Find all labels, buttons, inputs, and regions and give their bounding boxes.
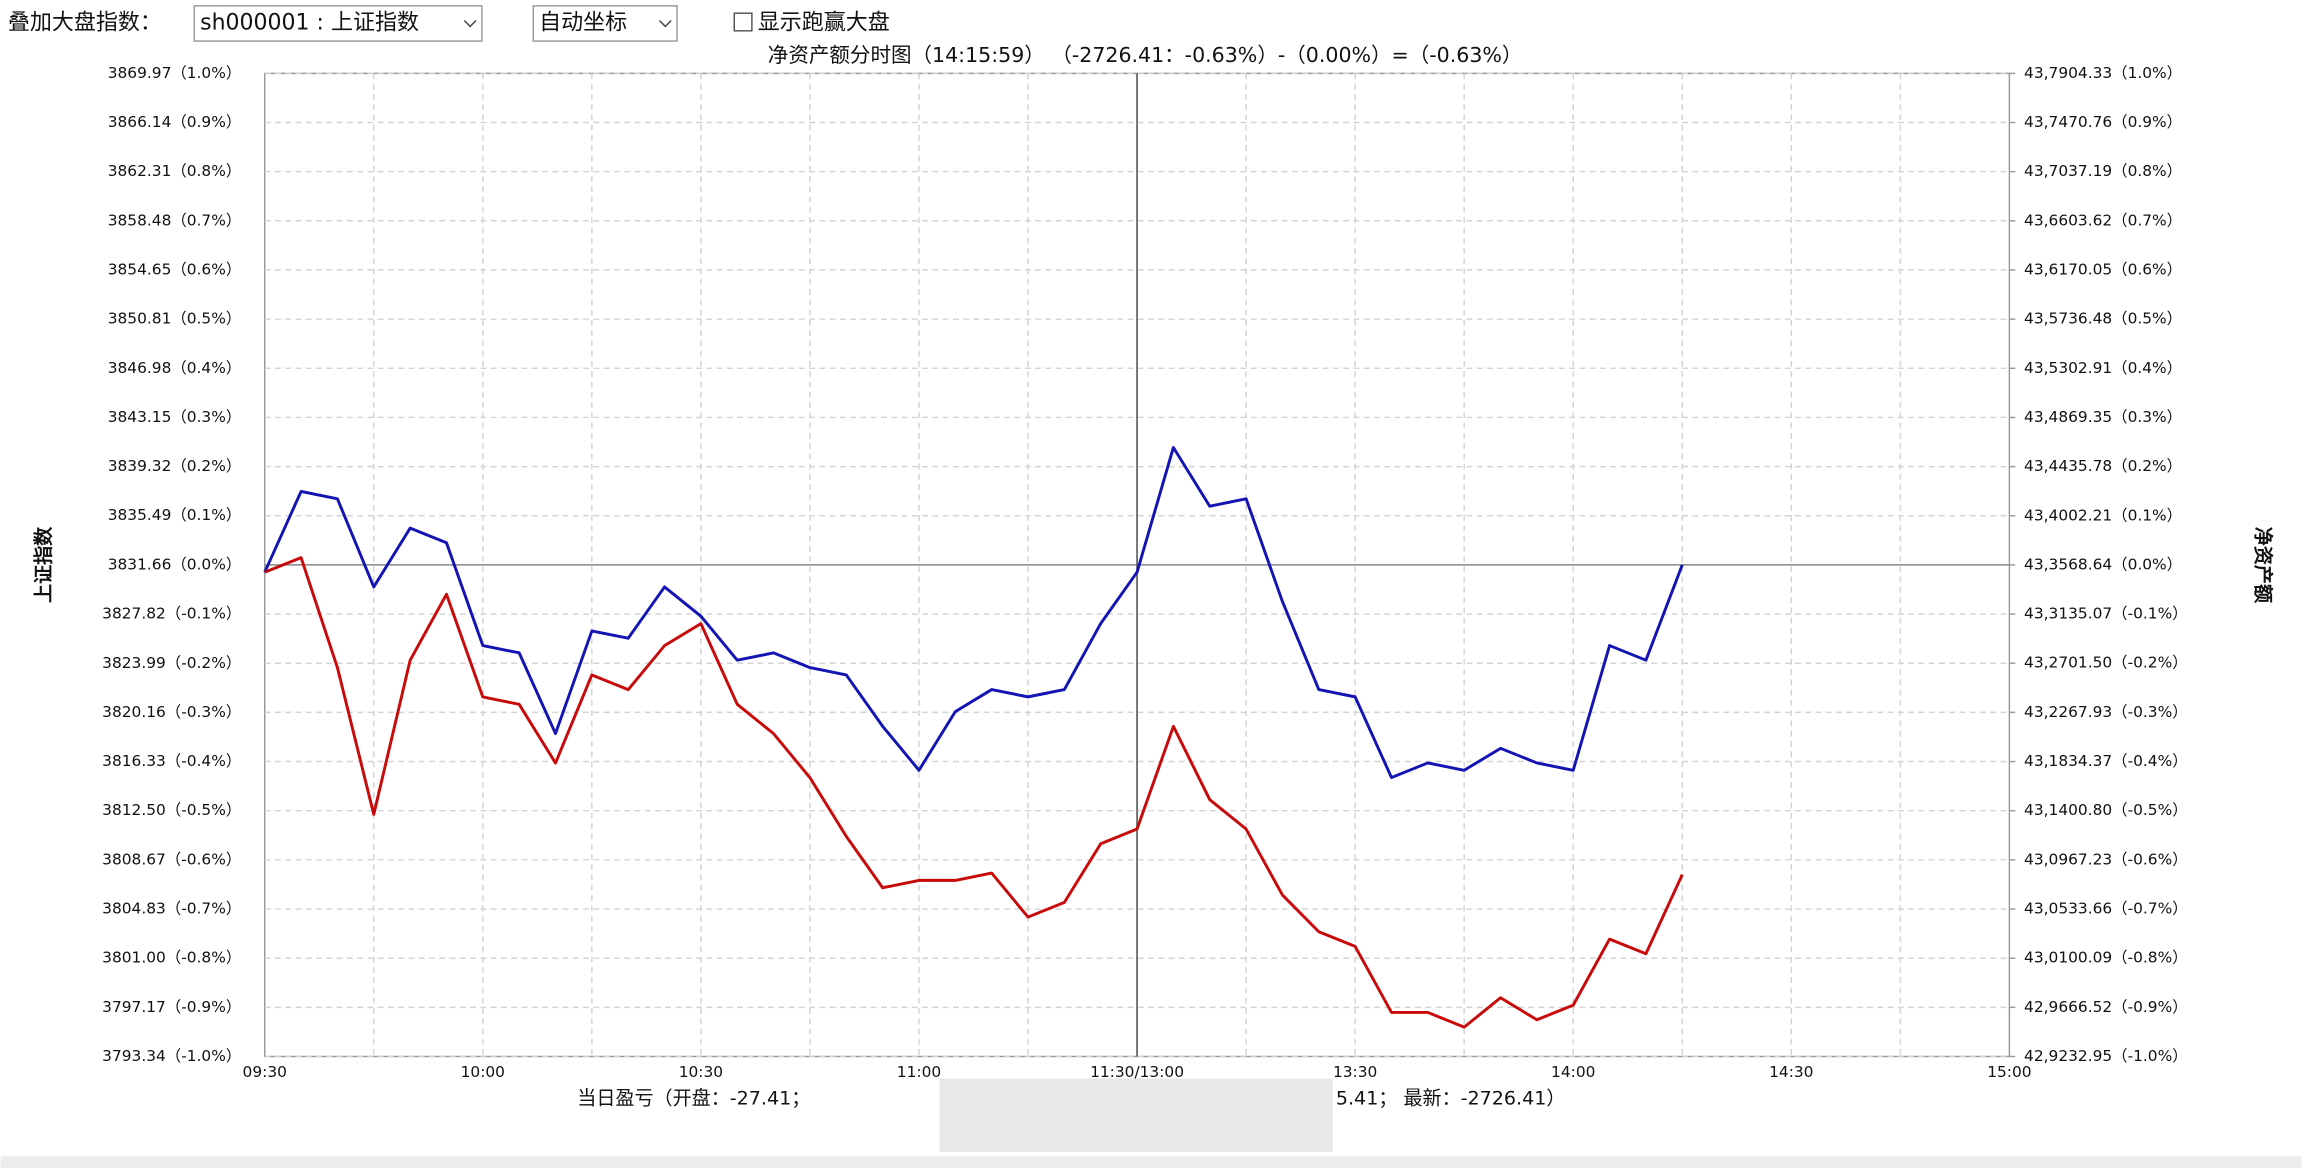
axis-select-text[interactable]: 自动坐标 bbox=[539, 10, 627, 35]
y-tick-label: 3820.16（-0.3%） bbox=[102, 703, 241, 721]
y2-tick-label: 43,4002.21（0.1%） bbox=[2024, 506, 2182, 524]
overlay-label: 叠加大盘指数： bbox=[8, 10, 162, 35]
y-tick-label: 3846.98（0.4%） bbox=[108, 359, 242, 377]
y2-tick-label: 43,0533.66（-0.7%） bbox=[2024, 900, 2188, 918]
x-tick-label: 14:00 bbox=[1551, 1063, 1595, 1081]
y-tick-label: 3793.34（-1.0%） bbox=[102, 1047, 241, 1065]
y-tick-label: 3858.48（0.7%） bbox=[108, 211, 242, 229]
y2-tick-label: 43,1834.37（-0.4%） bbox=[2024, 752, 2188, 770]
status-strip bbox=[0, 1156, 2302, 1168]
y-tick-label: 3831.66（0.0%） bbox=[108, 555, 242, 573]
y2-tick-label: 43,7904.33（1.0%） bbox=[2024, 64, 2182, 82]
x-tick-label: 13:30 bbox=[1333, 1063, 1377, 1081]
y-tick-label: 3869.97（1.0%） bbox=[108, 64, 242, 82]
y2-tick-label: 43,1400.80（-0.5%） bbox=[2024, 801, 2188, 819]
y2-tick-label: 43,6603.62（0.7%） bbox=[2024, 211, 2182, 229]
y2-tick-label: 43,0967.23（-0.6%） bbox=[2024, 850, 2188, 868]
y2-tick-label: 43,5302.91（0.4%） bbox=[2024, 359, 2182, 377]
y2-tick-label: 42,9666.52（-0.9%） bbox=[2024, 998, 2188, 1016]
checkbox-label[interactable]: 显示跑赢大盘 bbox=[758, 10, 890, 35]
y-tick-label: 3797.17（-0.9%） bbox=[102, 998, 241, 1016]
chevron bbox=[658, 20, 672, 28]
y2-tick-label: 43,6170.05（0.6%） bbox=[2024, 260, 2182, 278]
x-tick-label: 10:00 bbox=[461, 1063, 505, 1081]
y-tick-label: 3866.14（0.9%） bbox=[108, 113, 242, 131]
x-tick-label: 14:30 bbox=[1769, 1063, 1813, 1081]
y-tick-label: 3850.81（0.5%） bbox=[108, 310, 242, 328]
y2-tick-label: 43,7470.76（0.9%） bbox=[2024, 113, 2182, 131]
y2-tick-label: 43,5736.48（0.5%） bbox=[2024, 310, 2182, 328]
y2-tick-label: 43,7037.19（0.8%） bbox=[2024, 162, 2182, 180]
y2-tick-label: 43,0100.09（-0.8%） bbox=[2024, 949, 2188, 967]
series-line bbox=[264, 556, 1684, 1029]
chart-title: 净资产额分时图（14:15:59） （-2726.41：-0.63%）-（0.0… bbox=[768, 43, 1523, 67]
y-tick-label: 3843.15（0.3%） bbox=[108, 408, 242, 426]
y-tick-label: 3854.65（0.6%） bbox=[108, 260, 242, 278]
y2-tick-label: 43,4869.35（0.3%） bbox=[2024, 408, 2182, 426]
y-tick-label: 3804.83（-0.7%） bbox=[102, 900, 241, 918]
footer-text: 当日盈亏（开盘：-27.41； bbox=[577, 1088, 810, 1110]
y-tick-label: 3816.33（-0.4%） bbox=[102, 752, 241, 770]
y-axis-label: 上证指数 bbox=[32, 526, 55, 603]
y2-tick-label: 43,3135.07（-0.1%） bbox=[2024, 605, 2188, 623]
x-tick-label: 15:00 bbox=[1987, 1063, 2031, 1081]
y-tick-label: 3827.82（-0.1%） bbox=[102, 605, 241, 623]
y-tick-label: 3812.50（-0.5%） bbox=[102, 801, 241, 819]
axis-select[interactable] bbox=[532, 5, 678, 42]
y2-axis-label: 净资产额 bbox=[2251, 527, 2274, 603]
checkbox[interactable] bbox=[733, 12, 753, 32]
x-tick-label: 10:30 bbox=[679, 1063, 723, 1081]
x-tick-label: 09:30 bbox=[243, 1063, 287, 1081]
x-tick-label: 11:30/13:00 bbox=[1090, 1063, 1184, 1081]
y2-tick-label: 43,2701.50（-0.2%） bbox=[2024, 654, 2188, 672]
y-tick-label: 3801.00（-0.8%） bbox=[102, 949, 241, 967]
y2-tick-label: 43,3568.64（0.0%） bbox=[2024, 555, 2182, 573]
series-line bbox=[263, 446, 1684, 780]
y-tick-label: 3823.99（-0.2%） bbox=[102, 654, 241, 672]
x-tick-label: 11:00 bbox=[897, 1063, 941, 1081]
index-select-text[interactable]: sh000001 : 上证指数 bbox=[200, 10, 419, 35]
watermark bbox=[939, 1078, 1333, 1152]
y2-tick-label: 43,4435.78（0.2%） bbox=[2024, 457, 2182, 475]
index-select[interactable] bbox=[193, 5, 483, 42]
chevron bbox=[463, 20, 477, 28]
y-tick-label: 3835.49（0.1%） bbox=[108, 506, 242, 524]
y-tick-label: 3862.31（0.8%） bbox=[108, 162, 242, 180]
y2-tick-label: 43,2267.93（-0.3%） bbox=[2024, 703, 2188, 721]
y-tick-label: 3839.32（0.2%） bbox=[108, 457, 242, 475]
y2-tick-label: 42,9232.95（-1.0%） bbox=[2024, 1047, 2188, 1065]
y-tick-label: 3808.67（-0.6%） bbox=[102, 850, 241, 868]
footer-text: 5.41； 最新：-2726.41） bbox=[1336, 1088, 1566, 1110]
